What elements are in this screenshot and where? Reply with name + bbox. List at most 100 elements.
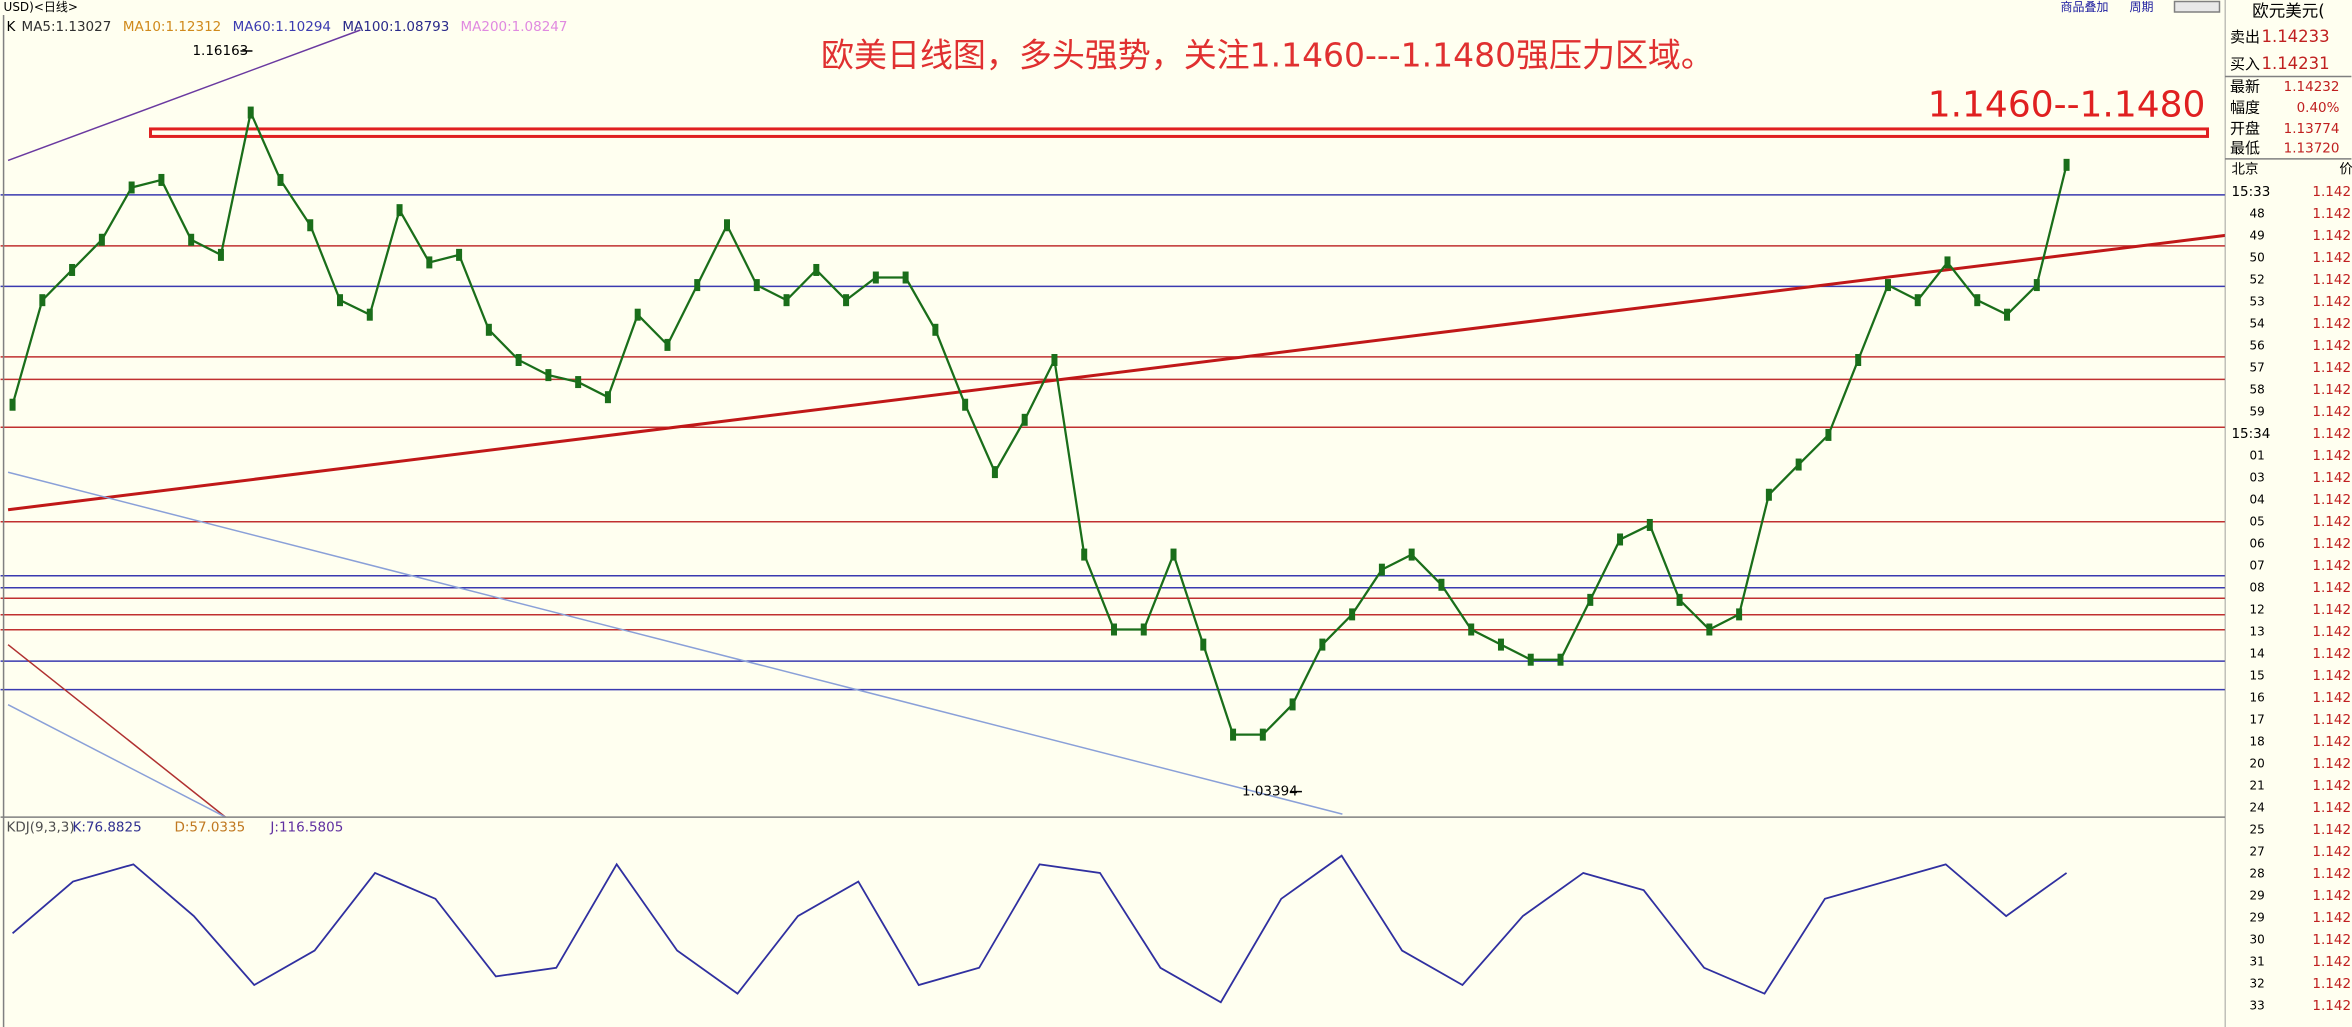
tick-time: 30 (2249, 933, 2264, 947)
tick-price: 1.142 (2312, 294, 2351, 310)
price-point (247, 106, 254, 119)
price-point (277, 173, 284, 186)
quote-label: 幅度 (2230, 98, 2260, 116)
quote-name: 欧元美元( (2252, 1, 2324, 20)
tick-time: 50 (2249, 250, 2264, 264)
tick-price: 1.142 (2312, 492, 2351, 508)
quote-label: 卖出 (2230, 28, 2260, 46)
tick-time: 06 (2249, 536, 2264, 550)
tick-time: 25 (2249, 822, 2264, 836)
tick-time: 27 (2249, 844, 2264, 858)
tick-price: 1.142 (2312, 316, 2351, 332)
tick-time: 32 (2249, 977, 2264, 991)
price-point (1527, 653, 1534, 666)
price-point (188, 233, 195, 246)
tick-time: 28 (2249, 866, 2264, 880)
price-point (1021, 413, 1028, 426)
price-point (2033, 279, 2040, 292)
tick-time: 57 (2249, 360, 2264, 374)
price-point (1230, 728, 1237, 741)
price-point (664, 338, 671, 351)
tick-price: 1.142 (2312, 976, 2351, 992)
tick-time: 16 (2249, 690, 2264, 704)
price-point (634, 308, 641, 321)
price-point (1408, 548, 1415, 561)
tick-price: 1.142 (2312, 558, 2351, 574)
price-point (426, 256, 433, 269)
tick-time: 15:34 (2231, 426, 2270, 442)
price-point (753, 279, 760, 292)
tick-time: 58 (2249, 382, 2264, 396)
kdj-d: D:57.0335 (174, 820, 245, 836)
tick-time: 20 (2249, 756, 2264, 770)
tick-price: 1.142 (2312, 514, 2351, 530)
price-point (1051, 354, 1058, 366)
price-point (1587, 593, 1594, 606)
tick-time: 52 (2249, 272, 2264, 286)
price-point (991, 466, 998, 479)
price-point (1617, 533, 1624, 546)
tick-price: 1.142 (2312, 470, 2351, 486)
tick-price: 1.142 (2312, 910, 2351, 926)
price-point (9, 398, 16, 411)
high-label: 1.16163 (192, 43, 248, 59)
tick-time: 04 (2249, 492, 2264, 506)
quote-label: 最低 (2230, 139, 2260, 157)
tick-price: 1.142 (2312, 822, 2351, 838)
tick-price: 1.142 (2312, 250, 2351, 266)
levels (0, 29, 2226, 818)
price-point (1974, 294, 1981, 307)
price-point (1795, 458, 1802, 471)
price-point (98, 233, 105, 246)
price-point (1378, 563, 1385, 576)
price-point (872, 271, 879, 284)
tick-price: 1.142 (2312, 646, 2351, 662)
price-point (1765, 488, 1772, 501)
price-point (1200, 638, 1207, 651)
tick-price: 1.142 (2312, 778, 2351, 794)
tick-price: 1.142 (2312, 338, 2351, 354)
tick-price: 1.142 (2312, 404, 2351, 420)
tick-time: 53 (2249, 294, 2264, 308)
period-button[interactable]: 周期 (2130, 0, 2154, 14)
tick-time: 54 (2249, 316, 2264, 330)
price-point (604, 391, 611, 404)
price-point (1438, 578, 1445, 591)
symbol-label: USD)<日线> (4, 0, 78, 14)
overlay-button[interactable]: 商品叠加 (2061, 0, 2109, 14)
price-point (366, 308, 373, 321)
price-point (902, 271, 909, 284)
ma-value: MA200:1.08247 (461, 19, 568, 35)
price-point (962, 398, 969, 411)
price-point (158, 173, 165, 186)
quote-value: 0.40% (2297, 100, 2340, 116)
price-point (1646, 518, 1653, 531)
tick-price: 1.142 (2312, 580, 2351, 596)
quote-value: 1.14232 (2284, 79, 2340, 95)
window-buttons[interactable] (2173, 0, 2221, 13)
headline: 欧美日线图，多头强势，关注1.1460---1.1480强压力区域。 (821, 35, 1714, 74)
tick-price: 1.142 (2312, 360, 2351, 376)
price-point (694, 279, 701, 292)
tick-time: 48 (2249, 206, 2264, 220)
kdj-label: KDJ(9,3,3) (7, 820, 75, 836)
price-point (307, 219, 314, 232)
tick-time: 05 (2249, 514, 2264, 528)
ma-legend: MA5:1.13027 MA10:1.12312 MA60:1.10294 MA100… (22, 19, 568, 35)
price-point (1855, 354, 1862, 366)
price-point (1914, 294, 1921, 307)
k-label: K (7, 19, 17, 35)
quote-value: 1.13774 (2284, 121, 2340, 137)
tick-price: 1.142 (2312, 536, 2351, 552)
tick-price: 1.142 (2312, 690, 2351, 706)
tick-time: 07 (2249, 558, 2264, 572)
price-point (1944, 256, 1951, 269)
tick-price: 1.142 (2312, 602, 2351, 618)
tick-price: 1.142 (2312, 206, 2351, 222)
price-point (456, 248, 463, 261)
zone-label: 1.1460--1.1480 (1928, 84, 2206, 125)
price-point (485, 323, 492, 336)
tick-price: 1.142 (2312, 756, 2351, 772)
tick-time: 49 (2249, 228, 2264, 242)
